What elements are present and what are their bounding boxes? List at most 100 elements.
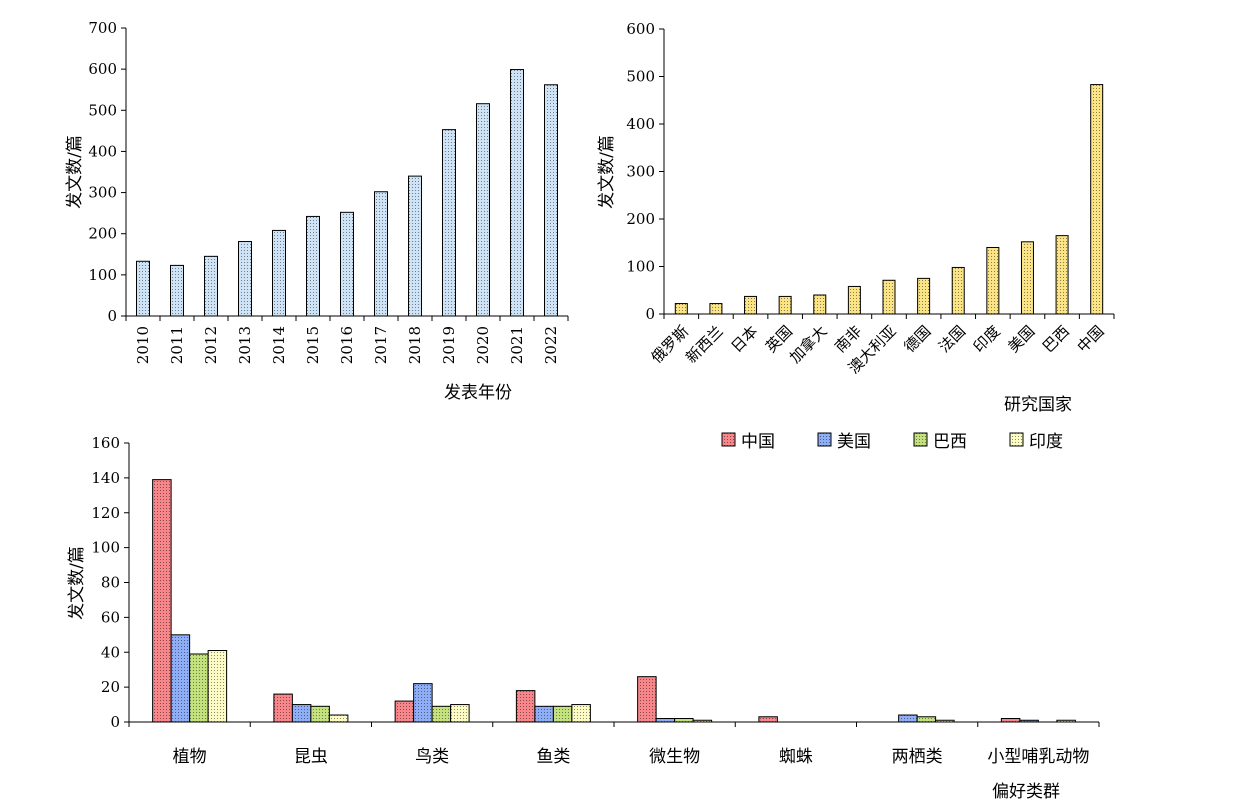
chart1-bar	[510, 69, 524, 317]
chart3-bar-印度	[328, 714, 349, 723]
chart2-bars	[674, 84, 1104, 315]
y-tick-label: 300	[88, 184, 117, 202]
chart2-bar	[882, 279, 896, 315]
chart2-y-axis-label: 发文数/篇	[597, 135, 617, 209]
y-tick-label: 200	[88, 225, 117, 243]
y-tick-label: 140	[91, 469, 120, 487]
chart3-bar-美国	[413, 683, 433, 723]
y-tick-label: 600	[88, 60, 117, 78]
chart3-bar-中国	[152, 479, 172, 723]
chart1-bar	[272, 229, 286, 317]
chart1-bar	[476, 103, 490, 317]
chart3-x-tick-label: 小型哺乳动物	[987, 747, 1089, 767]
chart1-x-tick-label: 2014	[270, 326, 288, 364]
chart1-x-tick-label: 2022	[542, 326, 560, 364]
chart1-x-tick-label: 2021	[508, 326, 526, 364]
y-tick-label: 700	[88, 19, 117, 37]
chart1-x-tick-labels: 2010 2011 2012 2013 2014 2015 2016 2017 2018 2019…	[134, 326, 560, 364]
chart2-bar	[917, 277, 931, 315]
y-tick-label: 40	[101, 643, 120, 661]
chart-publications-by-country: 0 100 200 300 400 500 600 俄罗斯新西兰 日本 英国加拿大 南非澳大利亚德…	[597, 20, 1115, 415]
chart2-bar	[674, 303, 688, 315]
chart1-x-tick-label: 2020	[474, 326, 492, 364]
legend-item: 巴西	[913, 432, 967, 452]
chart3-bar-巴西	[189, 653, 209, 723]
chart1-x-tick-label: 2017	[372, 326, 390, 364]
y-tick-label: 400	[88, 142, 117, 160]
chart1-x-tick-label: 2013	[236, 326, 254, 364]
chart2-x-tick-label: 德国	[900, 322, 934, 356]
y-tick-label: 500	[88, 101, 117, 119]
chart2-x-tick-label: 俄罗斯	[648, 322, 693, 367]
y-tick-label: 200	[626, 210, 655, 228]
chart1-bar	[306, 215, 320, 317]
y-tick-label: 300	[626, 163, 655, 181]
chart1-x-tick-label: 2016	[338, 326, 356, 364]
chart2-bar	[847, 285, 861, 315]
chart1-bar	[238, 241, 252, 317]
chart1-x-axis-label: 发表年份	[444, 383, 512, 403]
chart3-bar-印度	[571, 704, 591, 723]
chart1-x-tick-label: 2010	[134, 326, 152, 364]
chart2-bar	[813, 294, 827, 315]
chart2-bar	[744, 295, 758, 315]
chart2-x-tick-label: 法国	[935, 322, 969, 356]
y-tick-label: 0	[107, 307, 117, 325]
chart3-y-tick-labels: 0 20 40 60 80 100 120 140 160	[91, 434, 120, 731]
chart2-bar	[778, 295, 792, 315]
legend-label: 巴西	[933, 432, 967, 452]
chart1-bar	[374, 191, 388, 317]
chart3-x-axis-label: 偏好类群	[992, 782, 1060, 802]
chart3-x-tick-labels: 植物 昆虫 鸟类 鱼类 微生物 蜘蛛 两栖类 小型哺乳动物	[173, 747, 1090, 767]
legend-swatch	[721, 432, 736, 447]
y-tick-label: 100	[91, 539, 120, 557]
chart1-bar	[408, 175, 422, 317]
chart1-bar	[170, 264, 184, 317]
chart3-bar-巴西	[916, 716, 937, 723]
chart3-bar-印度	[207, 650, 228, 723]
chart1-axes	[121, 27, 569, 321]
chart1-bar	[340, 211, 354, 317]
chart3-axes	[124, 442, 1100, 727]
chart1-x-tick-label: 2019	[440, 326, 458, 364]
chart3-bar-印度	[450, 704, 470, 723]
chart3-x-tick-label: 两栖类	[892, 747, 943, 767]
legend-item: 中国	[721, 432, 775, 452]
chart3-bar-美国	[898, 714, 918, 723]
chart3-bar-中国	[1000, 718, 1021, 723]
chart3-x-tick-label: 昆虫	[294, 747, 328, 767]
chart3-bar-美国	[534, 705, 554, 723]
y-tick-label: 0	[110, 713, 120, 731]
chart3-bar-中国	[394, 700, 415, 723]
y-tick-label: 100	[88, 266, 117, 284]
chart3-bar-美国	[655, 718, 676, 723]
y-tick-label: 60	[101, 608, 120, 626]
chart2-x-tick-label: 中国	[1074, 322, 1108, 356]
chart2-bar	[1055, 235, 1069, 315]
chart2-x-axis-label: 研究国家	[1004, 395, 1072, 415]
y-tick-label: 160	[91, 434, 120, 452]
chart1-bar	[544, 84, 558, 317]
chart2-bar	[1090, 84, 1104, 315]
y-tick-label: 400	[626, 115, 655, 133]
chart3-bar-中国	[273, 693, 293, 723]
chart1-bar	[204, 255, 218, 317]
chart2-bar	[951, 266, 965, 315]
chart3-bar-中国	[515, 690, 536, 723]
y-tick-label: 20	[101, 678, 120, 696]
y-tick-label: 0	[645, 305, 655, 323]
chart3-x-tick-label: 微生物	[649, 747, 700, 767]
chart1-bar	[442, 129, 456, 317]
chart3-x-tick-label: 植物	[173, 747, 207, 767]
chart3-y-axis-label: 发文数/篇	[67, 546, 87, 620]
chart3-bars	[152, 479, 1076, 723]
chart1-x-tick-label: 2015	[304, 326, 322, 364]
legend-item: 美国	[817, 432, 871, 452]
chart2-bar	[986, 247, 1000, 315]
chart2-x-tick-label: 美国	[1004, 322, 1038, 356]
y-tick-label: 100	[626, 258, 655, 276]
chart3-bar-美国	[291, 704, 312, 723]
chart3-bar-巴西	[552, 705, 573, 723]
